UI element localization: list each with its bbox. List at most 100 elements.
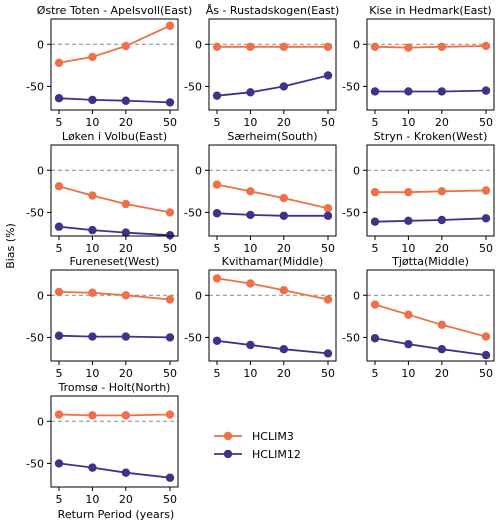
data-point-hclim3 — [54, 287, 64, 297]
panel-title: Ås - Rustadskogen(East) — [206, 4, 340, 17]
series-line-hclim12 — [58, 334, 171, 339]
y-tick-label: 0 — [195, 289, 202, 302]
x-tick-label: 10 — [243, 116, 257, 129]
data-point-hclim12 — [88, 225, 97, 235]
x-tick-label: 5 — [372, 116, 379, 129]
y-tick-label: 0 — [37, 289, 44, 302]
series-line-hclim12 — [216, 339, 329, 355]
y-tick-label: 0 — [195, 164, 202, 177]
panel-title: Tromsø - Holt(North) — [58, 381, 171, 394]
x-tick-label: 10 — [243, 242, 257, 255]
data-point-hclim3 — [404, 310, 413, 319]
data-point-hclim3 — [121, 411, 131, 420]
data-point-hclim3 — [212, 274, 222, 283]
panel-title: Løken i Volbu(East) — [62, 130, 167, 143]
data-point-hclim3 — [323, 203, 333, 213]
data-point-hclim3 — [88, 288, 97, 297]
data-point-hclim12 — [121, 228, 131, 237]
x-tick-label: 10 — [401, 116, 415, 129]
x-tick-label: 20 — [435, 242, 449, 255]
y-tick-label: 0 — [37, 415, 44, 428]
data-point-hclim3 — [437, 42, 447, 52]
x-tick-label: 50 — [321, 367, 335, 380]
panel-2: Ås - Rustadskogen(East) 0 -50 5 10 20 50 — [184, 4, 339, 129]
data-point-hclim3 — [121, 41, 131, 51]
data-point-hclim3 — [279, 42, 289, 52]
panel-frame — [50, 395, 179, 488]
data-point-hclim3 — [246, 279, 255, 288]
data-point-hclim12 — [404, 216, 413, 226]
y-tick-label: -50 — [184, 80, 202, 93]
data-point-hclim3 — [404, 43, 413, 52]
x-tick-label: 5 — [56, 242, 63, 255]
x-tick-label: 5 — [372, 242, 379, 255]
data-point-hclim12 — [88, 332, 97, 341]
legend-marker-hclim3 — [223, 431, 233, 441]
legend-label-hclim3: HCLIM3 — [252, 430, 294, 443]
data-point-hclim12 — [437, 87, 447, 96]
data-point-hclim3 — [404, 187, 413, 197]
x-tick-label: 10 — [85, 493, 99, 506]
series-line-hclim3 — [58, 291, 171, 301]
data-point-hclim3 — [88, 191, 97, 200]
data-point-hclim3 — [481, 41, 491, 51]
data-point-hclim12 — [323, 71, 333, 80]
panel-6: Stryn - Kroken(West) 0 -50 5 10 20 50 — [342, 130, 495, 255]
data-point-hclim3 — [54, 410, 64, 419]
series-line-hclim3 — [58, 185, 171, 214]
x-tick-label: 20 — [119, 493, 133, 506]
x-tick-label: 20 — [119, 116, 133, 129]
data-point-hclim3 — [437, 320, 447, 329]
data-point-hclim3 — [88, 411, 97, 420]
x-tick-label: 5 — [56, 493, 63, 506]
data-point-hclim12 — [212, 336, 222, 345]
data-point-hclim12 — [404, 87, 413, 96]
series-line-hclim12 — [374, 337, 487, 356]
x-tick-label: 20 — [119, 367, 133, 380]
data-point-hclim3 — [481, 332, 491, 341]
panel-title: Tjøtta(Middle) — [391, 255, 469, 268]
x-tick-label: 50 — [163, 493, 177, 506]
x-tick-label: 20 — [435, 367, 449, 380]
x-tick-label: 20 — [119, 242, 133, 255]
data-point-hclim3 — [370, 42, 380, 52]
y-tick-label: 0 — [353, 164, 360, 177]
x-tick-label: 10 — [85, 116, 99, 129]
data-point-hclim12 — [370, 87, 380, 96]
x-tick-label: 20 — [277, 116, 291, 129]
series-line-hclim12 — [58, 225, 171, 237]
data-point-hclim12 — [246, 340, 255, 350]
data-point-hclim3 — [246, 42, 255, 52]
data-point-hclim12 — [121, 332, 131, 341]
panel-frame — [50, 18, 179, 111]
x-tick-label: 5 — [372, 367, 379, 380]
data-point-hclim12 — [246, 210, 255, 220]
data-point-hclim3 — [370, 300, 380, 309]
panel-frame — [366, 269, 495, 362]
series-line-hclim12 — [375, 89, 487, 93]
x-tick-label: 50 — [163, 116, 177, 129]
panel-3: Kise in Hedmark(East) 0 -50 5 10 20 50 — [342, 4, 495, 129]
data-point-hclim12 — [212, 91, 222, 100]
data-point-hclim3 — [165, 410, 175, 419]
panel-title: Stryn - Kroken(West) — [374, 130, 488, 143]
panel-title: Særheim(South) — [227, 130, 317, 143]
data-point-hclim12 — [404, 339, 413, 349]
data-point-hclim12 — [54, 94, 64, 103]
data-point-hclim12 — [437, 215, 447, 225]
panel-8: Kvithamar(Middle) 0 -50 5 10 20 50 — [184, 255, 337, 380]
panel-7: Fureneset(West) 0 -50 5 10 20 50 — [26, 255, 179, 380]
series-line-hclim3 — [216, 183, 329, 210]
x-tick-label: 20 — [277, 367, 291, 380]
legend-label-hclim12: HCLIM12 — [252, 448, 301, 461]
panel-frame — [366, 144, 495, 237]
legend-marker-hclim12 — [223, 449, 233, 459]
series-line-hclim12 — [58, 462, 171, 479]
data-point-hclim12 — [279, 82, 289, 91]
x-tick-label: 5 — [214, 367, 221, 380]
data-point-hclim12 — [54, 331, 64, 340]
panel-title: Kvithamar(Middle) — [222, 255, 324, 268]
data-point-hclim3 — [121, 199, 131, 209]
data-point-hclim12 — [88, 463, 97, 472]
